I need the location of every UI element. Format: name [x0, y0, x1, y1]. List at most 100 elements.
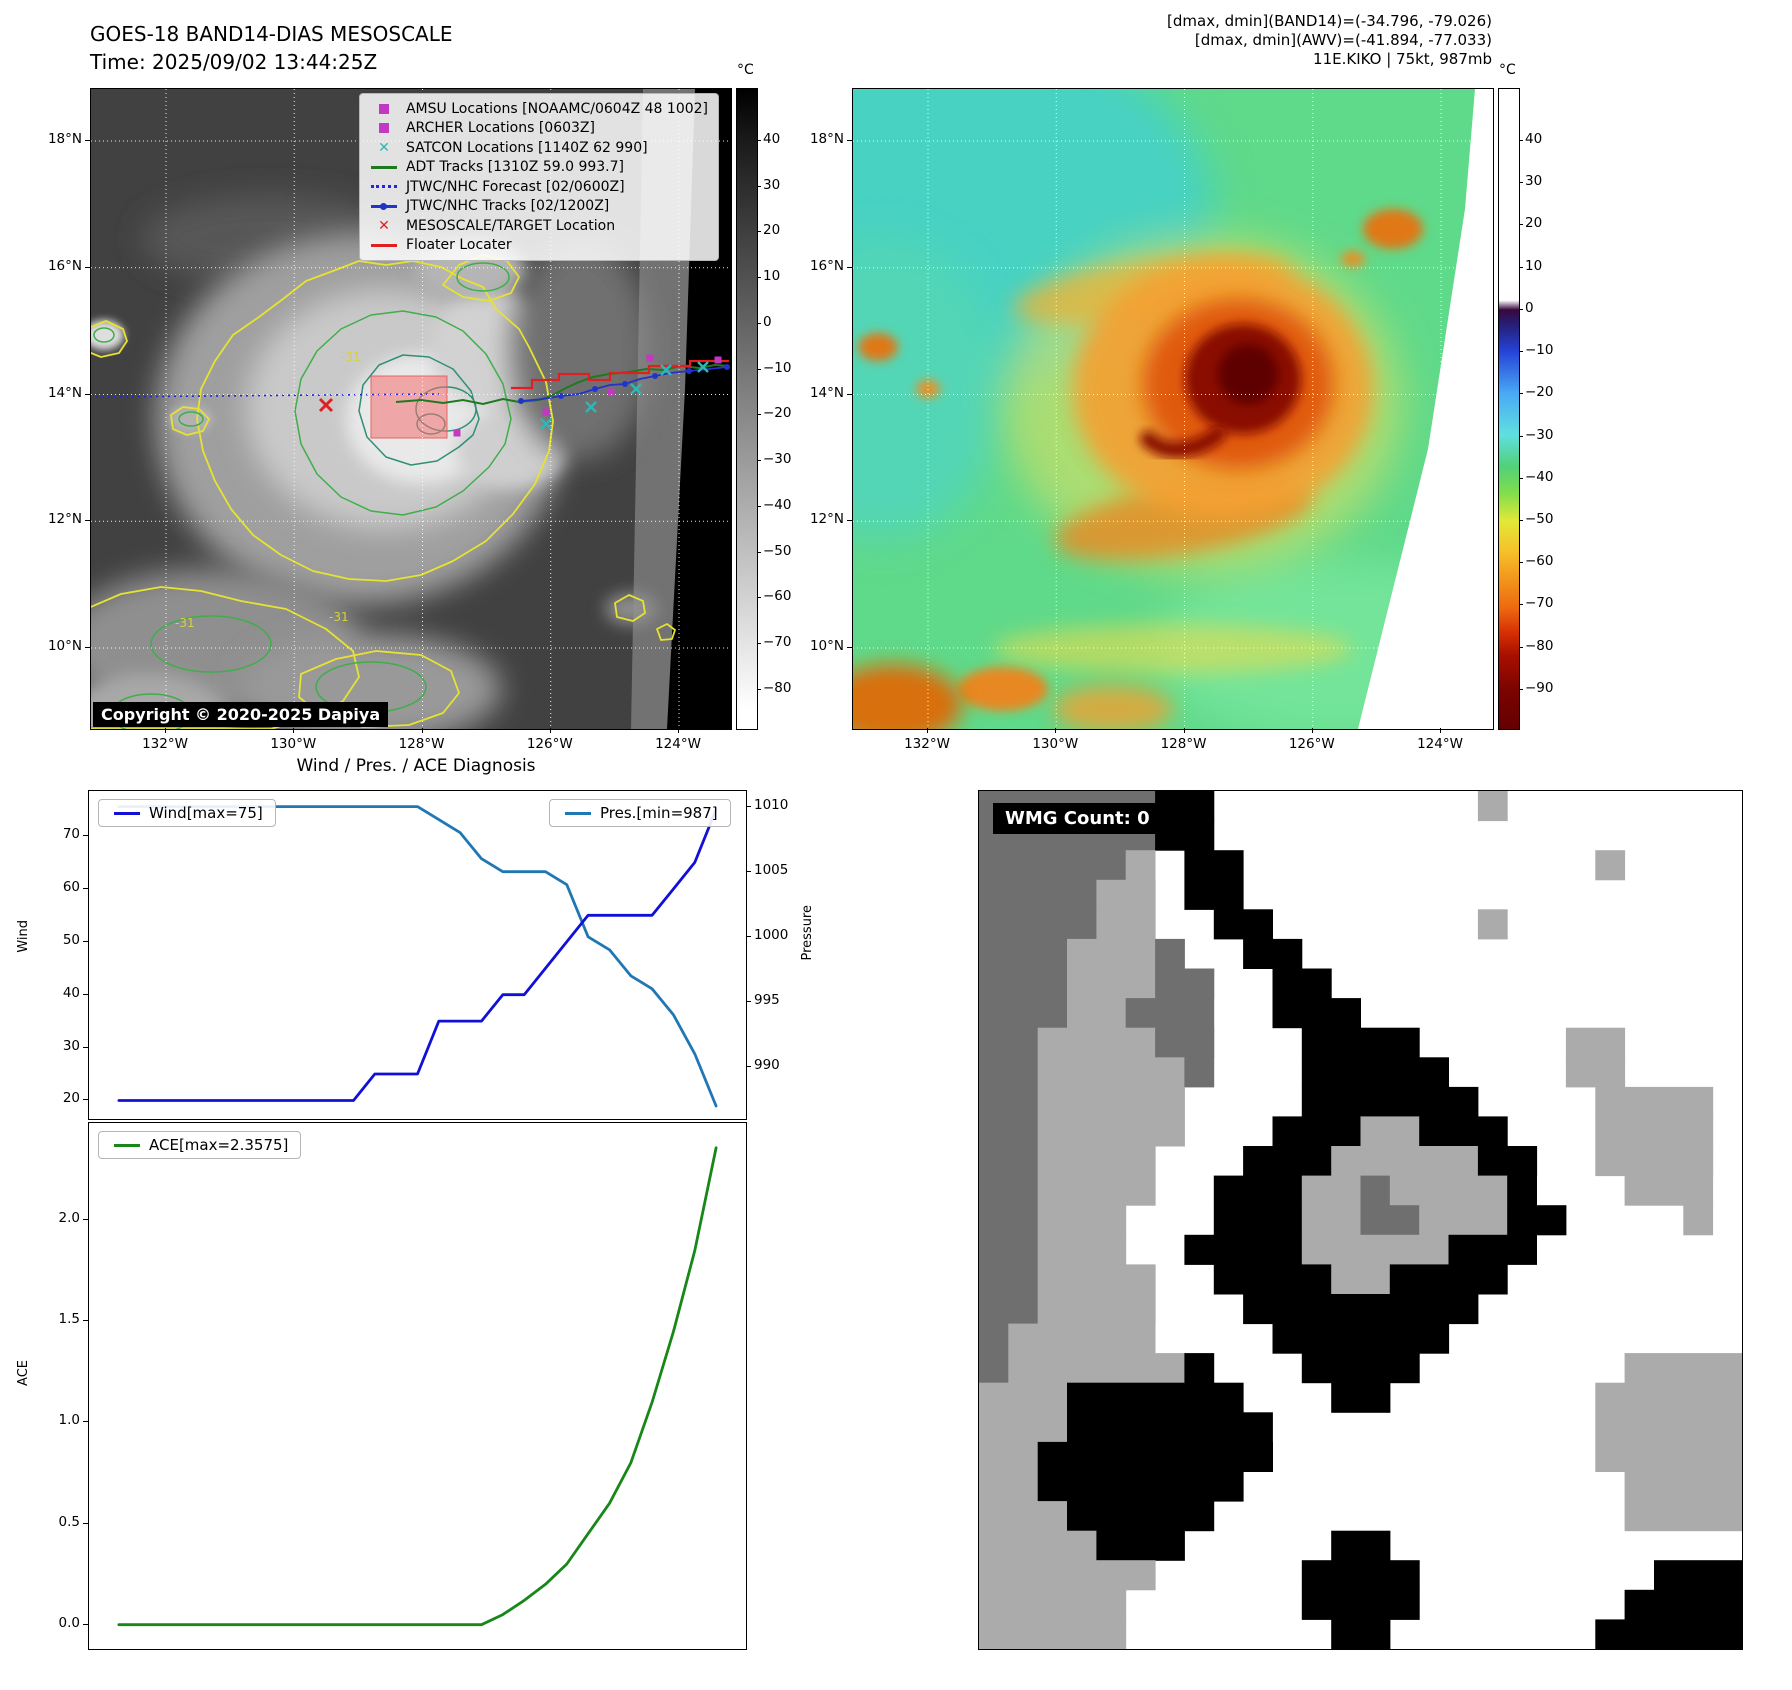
wmg-cell [979, 1175, 1039, 1206]
lon-tick-label: 124°W [1417, 736, 1463, 752]
wmg-cell [1360, 1175, 1391, 1206]
wmg-cell [979, 1589, 1127, 1620]
ace-chart [88, 1122, 747, 1650]
lon-tick-label: 132°W [142, 736, 188, 752]
colorbar-tick-label: −10 [1525, 342, 1554, 359]
wmg-cell [1096, 909, 1156, 940]
goes-colorbar-unit: °C [737, 62, 754, 78]
wmg-cell [1096, 1530, 1185, 1561]
lon-tick-mark [678, 728, 679, 733]
y-tick-label: 1.5 [58, 1311, 80, 1328]
wmg-cell [1037, 1264, 1156, 1295]
lon-tick-mark [1183, 728, 1185, 733]
y-tick-mark [746, 935, 751, 937]
colorbar-tick-mark [1519, 520, 1523, 521]
legend-item: ✕ MESOSCALE/TARGET Location [368, 216, 708, 236]
y-tick-label: 1010 [754, 796, 789, 813]
wmg-cell [1272, 1116, 1361, 1147]
wmg-panel: WMG Count: 0 [978, 790, 1743, 1650]
floater-line [511, 359, 729, 390]
legend-item-label: ADT Tracks [1310Z 59.0 993.7] [405, 159, 624, 176]
pressure-line-icon [562, 811, 594, 815]
goes-map-plot: -31 -31 -31 AMSU Locations [NOAAMC/0604Z… [56, 88, 732, 784]
awv-header-line: [dmax, dmin](BAND14)=(-34.796, -79.026) [1167, 12, 1492, 30]
copyright-label: Copyright © 2020-2025 Dapiya [93, 702, 389, 727]
colorbar-tick-label: −80 [1525, 637, 1554, 654]
lon-tick-label: 128°W [398, 736, 445, 752]
colorbar-tick-mark [757, 597, 761, 599]
wmg-cell [1037, 1057, 1185, 1088]
wmg-cell [1184, 850, 1244, 881]
wmg-cell [979, 938, 1068, 969]
colorbar-tick-label: −70 [1525, 595, 1554, 612]
wmg-cell [1477, 791, 1508, 822]
wmg-cell [1037, 1027, 1156, 1058]
amsu-archer-markers [453, 354, 722, 437]
wind-line-icon [111, 811, 143, 815]
wmg-cell [1301, 1027, 1420, 1058]
ace-axis-label: ACE [16, 1360, 31, 1386]
wmg-cell [1184, 1353, 1215, 1384]
wmg-cell [1213, 1264, 1332, 1295]
colorbar-tick-mark [757, 322, 761, 324]
lon-tick-label: 124°W [655, 736, 701, 752]
goes-legend: AMSU Locations [NOAAMC/0604Z 48 1002] ARC… [358, 93, 719, 261]
wmg-cell [979, 1560, 1156, 1591]
goes-title: GOES-18 BAND14-DIAS MESOSCALE [90, 22, 453, 46]
legend-item: ADT Tracks [1310Z 59.0 993.7] [368, 158, 708, 178]
y-tick-mark [83, 887, 88, 889]
wmg-cell [1595, 1382, 1743, 1413]
colorbar-tick-mark [757, 414, 761, 416]
wmg-cell [979, 1086, 1039, 1117]
colorbar-tick-label: −90 [1525, 679, 1554, 696]
wmg-cell [1360, 1116, 1420, 1147]
legend-item: AMSU Locations [NOAAMC/0604Z 48 1002] [368, 99, 708, 119]
y-tick-mark [83, 1623, 88, 1625]
legend-item-label: SATCON Locations [1140Z 62 990] [405, 139, 648, 156]
y-tick-mark [83, 1099, 88, 1101]
y-tick-mark [83, 1219, 88, 1221]
lat-tick-label: 12°N [809, 511, 844, 528]
colorbar-tick-label: −40 [763, 496, 792, 513]
wmg-cell [979, 1264, 1039, 1295]
legend-item: ARCHER Locations [0603Z] [368, 119, 708, 139]
legend-item-label: MESOSCALE/TARGET Location [405, 217, 616, 234]
wmg-cell [1419, 1116, 1508, 1147]
wmg-cell [979, 1412, 1068, 1443]
square-marker-icon [368, 103, 400, 114]
wmg-cell [1595, 850, 1626, 881]
wmg-cell [979, 850, 1127, 881]
wmg-cell [1155, 1027, 1215, 1058]
wmg-cell [979, 879, 1097, 910]
colorbar-tick-mark [757, 551, 761, 553]
ace-legend-label: ACE[max=2.3575] [149, 1136, 289, 1154]
series-line [117, 805, 718, 1108]
track-overlays [95, 354, 730, 437]
ir-contours-yellow [85, 254, 676, 730]
contour-value-labels: -31 -31 -31 [175, 350, 361, 630]
y-tick-mark [83, 834, 88, 836]
y-tick-mark [746, 870, 751, 872]
lon-tick-label: 130°W [270, 736, 317, 752]
wmg-cell [1243, 1146, 1332, 1177]
awv-colorbar-unit: °C [1499, 62, 1516, 78]
wmg-cell [1301, 1353, 1420, 1384]
wmg-cell [1155, 968, 1215, 999]
wmg-cell [1272, 1323, 1450, 1354]
lon-tick-label: 130°W [1032, 736, 1079, 752]
wmg-cell [1243, 1294, 1479, 1325]
series-line [117, 1146, 718, 1627]
y-tick-mark [83, 1522, 88, 1524]
colorbar-tick-label: 0 [1525, 299, 1534, 316]
lon-tick-mark [1311, 728, 1313, 733]
y-tick-label: 995 [754, 991, 780, 1008]
y-tick-label: 50 [62, 931, 80, 948]
awv-header-line: 11E.KIKO | 75kt, 987mb [1313, 50, 1492, 68]
wmg-cell [1331, 1146, 1479, 1177]
lat-tick-label: 16°N [47, 257, 82, 274]
lat-tick-mark [847, 520, 852, 522]
colorbar-tick-label: 20 [763, 222, 781, 239]
satcon-markers [540, 361, 709, 430]
y-tick-label: 60 [62, 878, 80, 895]
